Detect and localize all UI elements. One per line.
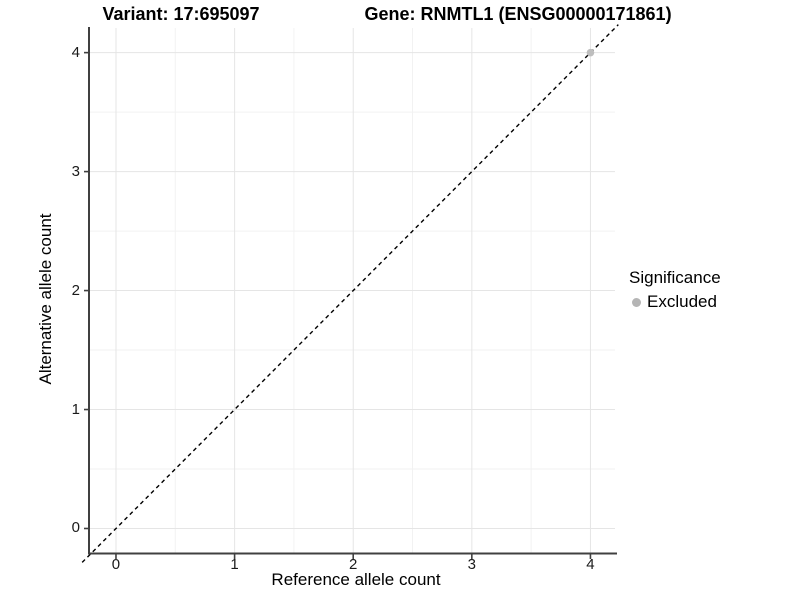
x-tick-label: 1 — [230, 556, 239, 573]
x-axis-label: Reference allele count — [271, 570, 441, 589]
y-tick-label: 1 — [71, 400, 80, 418]
legend-item-excluded: Excluded — [629, 292, 721, 312]
legend-item-label: Excluded — [647, 292, 717, 311]
plot-title-gene: Gene: RNMTL1 (ENSG00000171861) — [364, 4, 672, 24]
y-tick-label: 2 — [71, 281, 80, 299]
y-tick-label: 4 — [71, 43, 80, 61]
plot-title-variant: Variant: 17:695097 — [102, 4, 260, 24]
y-tick-label: 3 — [71, 162, 80, 180]
identity-dashed-line — [81, 24, 619, 563]
data-point-excluded — [586, 48, 595, 57]
x-tick-label: 0 — [111, 556, 121, 573]
x-tick-label: 2 — [349, 556, 358, 573]
legend-point-icon — [632, 297, 641, 307]
x-tick-label: 3 — [467, 556, 476, 573]
x-tick-label: 4 — [586, 556, 595, 573]
legend-title: Significance — [629, 268, 721, 287]
y-axis-label: Alternative allele count — [36, 213, 55, 385]
y-tick-label: 0 — [71, 519, 80, 537]
legend: Significance Excluded — [629, 268, 721, 312]
